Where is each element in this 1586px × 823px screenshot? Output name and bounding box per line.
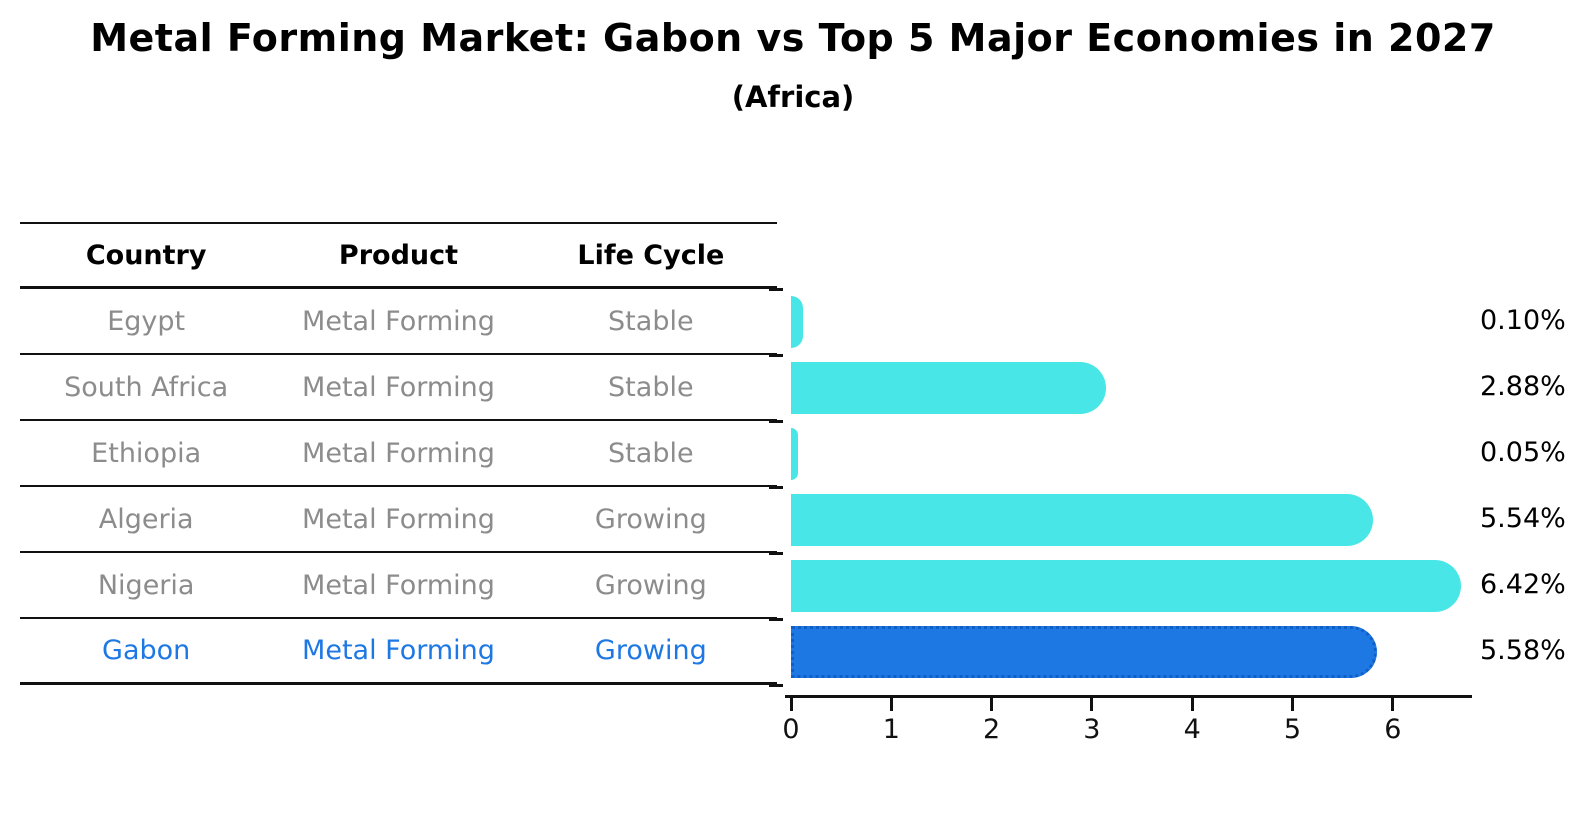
cell-product: Metal Forming (302, 569, 495, 601)
value-label-3: 5.54% (1480, 503, 1566, 534)
chart-subtitle: (Africa) (731, 80, 855, 114)
table-body: Egypt Metal Forming Stable South Africa Meta… (20, 289, 777, 685)
bar-egypt (791, 296, 804, 348)
value-label-2: 0.05% (1480, 437, 1566, 468)
x-tick-label-5: 5 (1283, 714, 1302, 745)
x-tick-3 (1090, 698, 1094, 711)
cell-country: Nigeria (97, 569, 195, 601)
cell-country: South Africa (64, 371, 229, 403)
value-label-5: 5.58% (1480, 635, 1566, 666)
bar-ethiopia (791, 428, 798, 480)
x-tick-label-1: 1 (882, 714, 900, 745)
table-row-nigeria: Nigeria Metal Forming Growing (20, 553, 777, 619)
x-tick-label-3: 3 (1083, 714, 1101, 745)
cell-product: Metal Forming (302, 371, 495, 403)
y-tick-6 (769, 684, 783, 687)
x-tick-label-6: 6 (1384, 714, 1402, 745)
table-header-country: Country (85, 239, 207, 271)
bar-south-africa (791, 362, 1106, 414)
table-row-ethiopia: Ethiopia Metal Forming Stable (20, 421, 777, 487)
bar-nigeria (791, 560, 1461, 612)
x-tick-label-0: 0 (782, 714, 800, 745)
x-tick-2 (990, 698, 994, 711)
cell-life_cycle: Stable (608, 305, 694, 337)
cell-product: Metal Forming (302, 305, 495, 337)
table-row-algeria: Algeria Metal Forming Growing (20, 487, 777, 553)
cell-life_cycle: Growing (594, 503, 707, 535)
cell-product: Metal Forming (302, 635, 495, 666)
y-tick-0 (769, 288, 783, 291)
cell-life_cycle: Growing (594, 635, 707, 666)
y-tick-2 (769, 420, 783, 423)
table-header-lifecycle: Life Cycle (577, 239, 725, 271)
bar-algeria (791, 494, 1373, 546)
y-tick-4 (769, 552, 783, 555)
x-tick-0 (789, 698, 793, 711)
cell-product: Metal Forming (302, 503, 495, 535)
x-tick-label-2: 2 (983, 714, 1001, 745)
y-tick-3 (769, 486, 783, 489)
x-tick-label-4: 4 (1183, 714, 1201, 745)
value-label-0: 0.10% (1480, 305, 1566, 336)
x-tick-4 (1190, 698, 1194, 711)
table-row-south-africa: South Africa Metal Forming Stable (20, 355, 777, 421)
value-label-1: 2.88% (1480, 371, 1566, 402)
cell-life_cycle: Stable (608, 371, 694, 403)
cell-life_cycle: Stable (608, 437, 694, 469)
country-table: Country Product Life Cycle Egypt Metal Fo… (20, 222, 777, 685)
x-tick-6 (1391, 698, 1395, 711)
bar-gabon (791, 626, 1377, 678)
y-tick-5 (769, 618, 783, 621)
table-row-egypt: Egypt Metal Forming Stable (20, 289, 777, 355)
cell-life_cycle: Growing (594, 569, 707, 601)
table-row-gabon: Gabon Metal Forming Growing (20, 619, 777, 685)
x-tick-1 (889, 698, 893, 711)
cell-product: Metal Forming (302, 437, 495, 469)
chart-title: Metal Forming Market: Gabon vs Top 5 Maj… (90, 16, 1496, 60)
cell-country: Algeria (98, 503, 194, 535)
y-tick-1 (769, 354, 783, 357)
value-label-4: 6.42% (1480, 569, 1566, 600)
x-axis-line (785, 695, 1472, 698)
table-header-product: Product (338, 239, 459, 271)
cell-country: Ethiopia (91, 437, 202, 469)
cell-country: Gabon (102, 635, 191, 666)
cell-country: Egypt (107, 305, 186, 337)
x-tick-5 (1291, 698, 1294, 711)
table-header-row: Country Product Life Cycle (20, 222, 777, 289)
